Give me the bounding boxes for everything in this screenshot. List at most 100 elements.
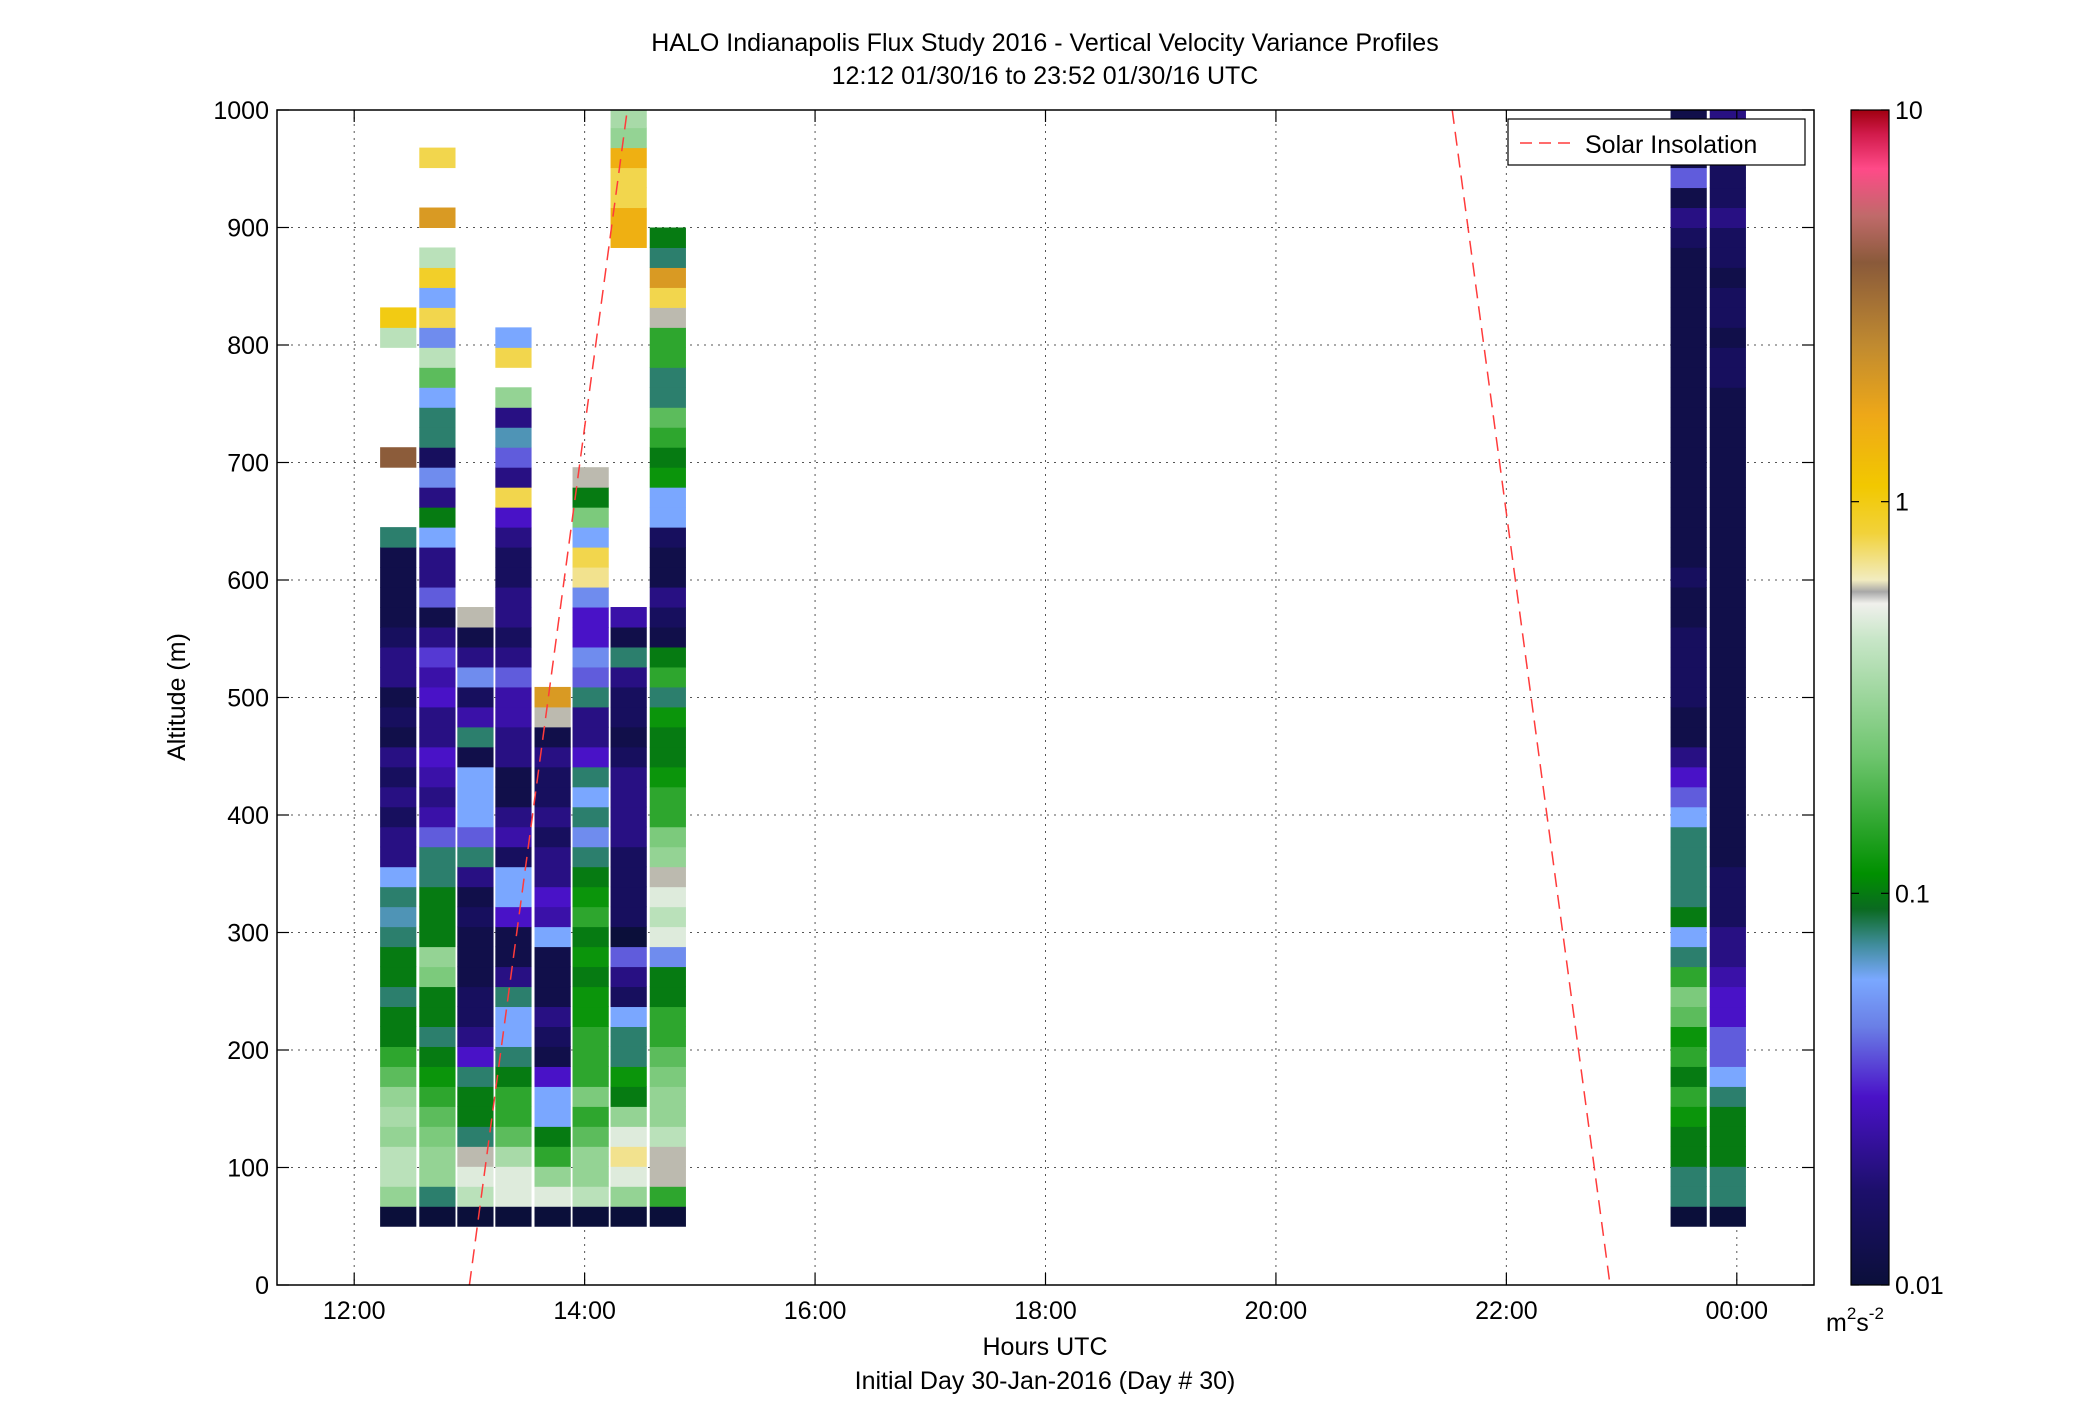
heatmap-cell [1670, 567, 1707, 588]
heatmap-cells [380, 0, 1746, 1227]
heatmap-cell [534, 846, 571, 868]
heatmap-cell [1709, 1046, 1746, 1067]
heatmap-cell [419, 746, 456, 768]
heatmap-cell [495, 766, 532, 788]
heatmap-cell [495, 1066, 532, 1087]
heatmap-cell [495, 706, 532, 728]
heatmap-cell [1670, 1046, 1707, 1067]
heatmap-cell [572, 986, 609, 1008]
heatmap-cell [1670, 646, 1707, 668]
heatmap-cell [1709, 726, 1746, 748]
heatmap-cell [1709, 1126, 1746, 1147]
heatmap-cell [457, 607, 494, 628]
heatmap-cell [534, 706, 571, 728]
heatmap-cell [534, 926, 571, 948]
heatmap-cell [457, 866, 494, 888]
heatmap-cell [380, 646, 417, 668]
heatmap-cell [380, 806, 417, 828]
heatmap-cell [380, 1086, 417, 1107]
heatmap-cell [1709, 427, 1746, 448]
heatmap-cell [380, 547, 417, 568]
heatmap-cell [419, 147, 456, 169]
heatmap-cell [495, 447, 532, 468]
heatmap-cell [419, 766, 456, 788]
heatmap-cell [1710, 28, 1746, 48]
heatmap-cell [1709, 866, 1746, 888]
heatmap-cell [534, 1026, 571, 1047]
x-axis-label: Hours UTC [982, 1333, 1107, 1361]
heatmap-cell [610, 1126, 647, 1147]
heatmap-cell [1670, 746, 1707, 768]
heatmap-cell [610, 646, 647, 668]
heatmap-cell [457, 666, 494, 688]
heatmap-cell [495, 866, 532, 888]
heatmap-cell [649, 906, 686, 928]
heatmap-cell [649, 527, 686, 548]
heatmap-cell [1670, 167, 1707, 189]
heatmap-cell [534, 826, 571, 848]
heatmap-cell [495, 467, 532, 488]
heatmap-cell [649, 806, 686, 828]
heatmap-cell [495, 487, 532, 508]
heatmap-cell [572, 926, 609, 948]
heatmap-cell [1709, 247, 1746, 268]
heatmap-cell [649, 786, 686, 808]
colorbar-unit-sup1: 2 [1847, 1304, 1856, 1323]
heatmap-cell [572, 1086, 609, 1107]
heatmap-cell [649, 287, 686, 308]
heatmap-cell [380, 587, 417, 608]
heatmap-cell [1710, 0, 1746, 8]
heatmap-cell [1709, 587, 1746, 608]
heatmap-cell [572, 706, 609, 728]
y-tick-label: 400 [227, 802, 269, 830]
heatmap-cell [1670, 1006, 1707, 1027]
colorbar-ticks: 0.01 0.1 1 10 [1851, 97, 1944, 1300]
y-tick-label: 1000 [213, 97, 269, 125]
heatmap-cell [1710, 48, 1746, 68]
heatmap-cell [1670, 766, 1707, 788]
heatmap-cell [380, 726, 417, 748]
heatmap-cell [1670, 207, 1707, 228]
heatmap-cell [457, 1186, 494, 1207]
heatmap-cell [649, 1106, 686, 1127]
heatmap-cell [495, 886, 532, 908]
heatmap-cell [1670, 846, 1707, 868]
y-tick-label: 600 [227, 567, 269, 595]
heatmap-cell [1670, 507, 1707, 528]
heatmap-cell [649, 946, 686, 968]
heatmap-cell [419, 427, 456, 448]
heatmap-cell [419, 886, 456, 908]
heatmap-cell [534, 1066, 571, 1087]
heatmap-cell [1671, 48, 1707, 68]
heatmap-cell [1670, 866, 1707, 888]
heatmap-cell [534, 726, 571, 748]
heatmap-cell [419, 1066, 456, 1087]
heatmap-cell [610, 147, 647, 169]
heatmap-cell [380, 607, 417, 628]
heatmap-cell [419, 1166, 456, 1187]
heatmap-cell [419, 307, 456, 328]
heatmap-cell [1709, 1206, 1746, 1227]
heatmap-cell [534, 1126, 571, 1147]
heatmap-cell [1709, 1106, 1746, 1127]
heatmap-cell [1709, 1086, 1746, 1107]
heatmap-cell [572, 547, 609, 568]
x-tick-label: 12:00 [323, 1297, 386, 1325]
heatmap-cell [495, 806, 532, 828]
heatmap-cell [457, 886, 494, 908]
heatmap-cell [495, 327, 532, 348]
heatmap-cell [572, 846, 609, 868]
heatmap-cell [457, 1006, 494, 1027]
x-tick-label: 14:00 [553, 1297, 616, 1325]
heatmap-cell [380, 327, 417, 348]
heatmap-cell [380, 666, 417, 688]
heatmap-cell [495, 906, 532, 928]
heatmap-cell [495, 1126, 532, 1147]
y-tick-label: 200 [227, 1037, 269, 1065]
heatmap-cell [457, 906, 494, 928]
heatmap-cell [1709, 207, 1746, 228]
heatmap-cell [649, 926, 686, 948]
heatmap-cell [649, 1206, 686, 1227]
heatmap-cell [1709, 267, 1746, 288]
heatmap-cell [457, 826, 494, 848]
